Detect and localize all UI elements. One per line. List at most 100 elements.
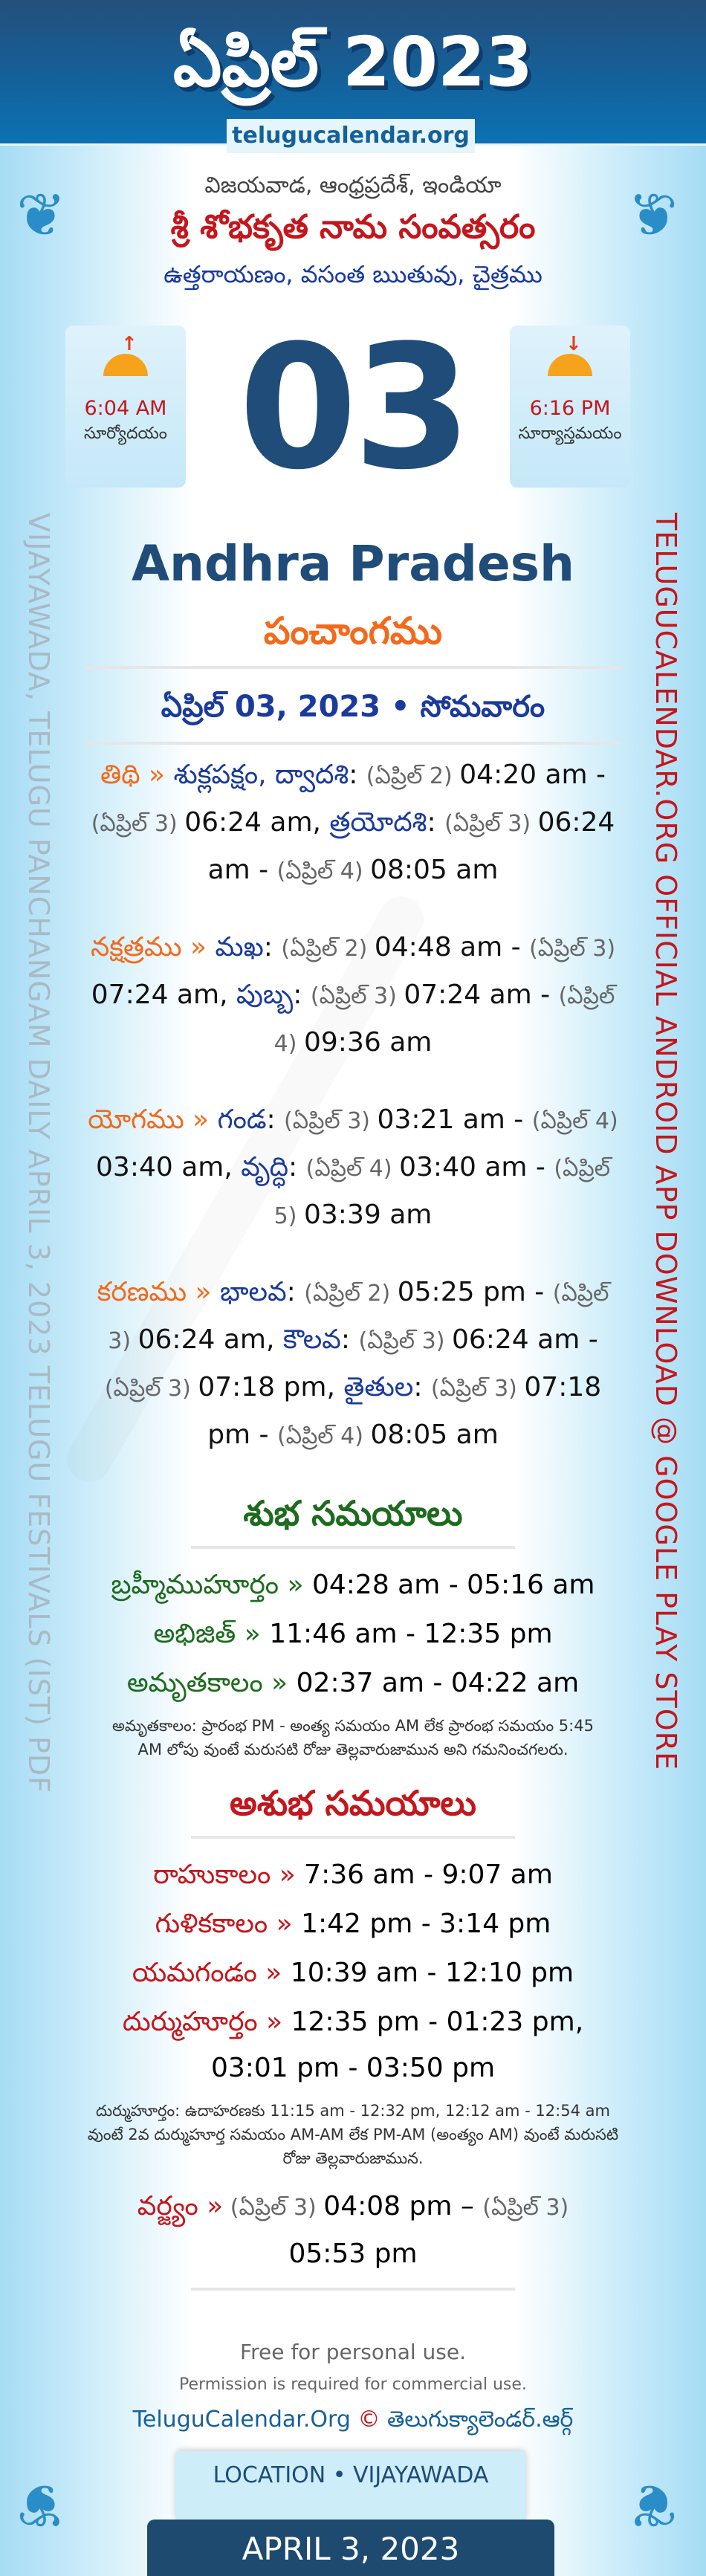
entry-time: : [288, 1152, 306, 1182]
entry-label: కరణము » [97, 1277, 220, 1307]
year-name: శ్రీ శోభకృత నామ సంవత్సరం [170, 208, 536, 246]
entry-time: : [266, 1104, 285, 1135]
date-line: ఏప్రిల్ 03, 2023 • సోమవారం [161, 690, 545, 724]
entry-date: (ఏప్రిల్ 3) [358, 1328, 452, 1354]
entry-time: : [263, 932, 282, 962]
divider [191, 2288, 515, 2291]
entry-name: మఖ [215, 932, 264, 962]
row-value: 04:08 pm – [323, 2191, 483, 2221]
entry-time: 03:21 am - [377, 1104, 532, 1135]
entry-time: 08:05 am [370, 1420, 499, 1450]
entry-time: 05:25 pm - [397, 1277, 553, 1307]
entry-date: (ఏప్రిల్ 2) [281, 936, 375, 962]
entry-name: భాలవ [219, 1277, 287, 1307]
entry-time: 08:05 am [370, 855, 499, 885]
shubha-row: అభిజిత్ » 11:46 am - 12:35 pm [85, 1611, 621, 1657]
row-label: వర్జ్యం » [137, 2191, 224, 2221]
entry-date: (ఏప్రిల్ 2) [304, 1281, 398, 1307]
entry-name: తైతుల [343, 1372, 414, 1402]
panchangam-heading: పంచాంగము [263, 609, 443, 653]
sunset-icon: ↓ [538, 333, 602, 384]
durmuhurtham-note: దుర్ముహూర్తం: ఉదాహరణకు 11:15 am - 12:32 … [87, 2102, 619, 2167]
row-label: రాహుకాలం » [153, 1860, 296, 1890]
row-value: 10:39 am - 12:10 pm [282, 1958, 574, 1988]
entry-date: (ఏప్రిల్ 3) [284, 1108, 378, 1134]
entry-name: గండ [217, 1104, 267, 1135]
day-number: 03 [238, 309, 472, 508]
sunset-time: 6:16 PM [529, 397, 611, 420]
entry-date: (ఏప్రిల్ 3) [91, 811, 185, 837]
sunrise-icon: ↑ [94, 333, 158, 384]
entry-name: త్రయోదశి [329, 807, 427, 838]
footer: Free for personal use. Permission is req… [85, 2337, 621, 2439]
ashubha-row: గుళికకాలం » 1:42 pm - 3:14 pm [85, 1901, 621, 1947]
row-label: అమృతకాలం » [126, 1668, 288, 1698]
ashubha-row: దుర్ముహూర్తం » 12:35 pm - 01:23 pm, 03:0… [108, 1999, 598, 2091]
copyright-line: TeluguCalendar.Org © తెలుగుక్యాలెండర్.ఆర… [85, 2403, 621, 2436]
brand-en-link[interactable]: TeluguCalendar.Org [132, 2407, 351, 2433]
entry-label: యోగము » [88, 1104, 218, 1135]
entry-date: (ఏప్రిల్ 3) [104, 1376, 198, 1402]
entry-time: 04:20 am - [459, 760, 606, 790]
entry-time: 07:18 pm, [198, 1372, 344, 1402]
entry-time: 07:18 pm - [207, 1372, 602, 1450]
row-value: 7:36 am - 9:07 am [295, 1860, 553, 1890]
row-label: గుళికకాలం » [155, 1909, 293, 1939]
copyright-icon: © [357, 2407, 380, 2433]
row-label: దుర్ముహూర్తం » [122, 2007, 283, 2037]
entry-time: 03:40 am - [399, 1152, 554, 1182]
row-label: యమగండం » [132, 1958, 282, 1988]
entry-label: తిథి » [100, 760, 174, 790]
entry-time: 06:24 am, [184, 807, 330, 838]
entry-time: 03:39 am [304, 1200, 433, 1230]
sunrise-label: సూర్యోదయం [84, 424, 167, 443]
entry-name: శుక్లపక్షం, ద్వాదశి [173, 760, 349, 790]
free-note: Free for personal use. [240, 2340, 466, 2364]
entry-date: (ఏప్రిల్ 3) [444, 811, 538, 837]
entry-date: (ఏప్రిల్ 3) [310, 983, 404, 1009]
entry-time: : [413, 1372, 431, 1402]
sunrise-time: 6:04 AM [84, 397, 167, 420]
entry-date: (ఏప్రిల్ 2) [366, 763, 460, 789]
row-date: (ఏప్రిల్ 3) [223, 2195, 324, 2221]
entry-label: నక్షత్రము » [90, 932, 216, 962]
corner-ornament-icon: ❦ [16, 181, 67, 250]
entry-time: 07:24 am - [404, 980, 559, 1010]
brand-te-link[interactable]: తెలుగుక్యాలెండర్.ఆర్గ్ [386, 2407, 574, 2433]
corner-ornament-icon: ❦ [628, 2470, 679, 2540]
entry-time: : [427, 807, 445, 838]
entry-name: కౌలవ [282, 1324, 341, 1355]
entry-time: 06:24 am - [451, 1324, 598, 1355]
divider [191, 1546, 515, 1549]
row-value: 1:42 pm - 3:14 pm [292, 1909, 551, 1939]
row-value: 02:37 am - 04:22 am [288, 1668, 580, 1698]
entry-date: (ఏప్రిల్ 4) [276, 1423, 371, 1449]
entry-name: పుబ్బ [236, 980, 294, 1010]
ashubha-row: యమగండం » 10:39 am - 12:10 pm [85, 1950, 621, 1996]
site-link[interactable]: telugucalendar.org [227, 119, 475, 153]
entry-date: (ఏప్రిల్ 4) [273, 983, 615, 1057]
entry-time: : [286, 1277, 305, 1307]
entry-date: (ఏప్రిల్ 5) [273, 1156, 610, 1229]
row-value: 05:53 pm [288, 2239, 418, 2269]
season: ఉత్తరాయణం, వసంత ఋతువు, చైత్రము [163, 260, 543, 288]
shubha-row: బ్రహ్మీముహూర్తం » 04:28 am - 05:16 am [85, 1562, 621, 1608]
entry-date: (ఏప్రిల్ 4) [531, 1108, 618, 1134]
karanam-entry: కరణము » భాలవ: (ఏప్రిల్ 2) 05:25 pm - (ఏప… [85, 1269, 621, 1460]
ashubha-heading: అశుభ సమయాలు [230, 1783, 476, 1823]
entry-time: 06:24 am - [207, 807, 615, 885]
entry-time: 03:40 am, [96, 1152, 242, 1182]
state-name: Andhra Pradesh [131, 535, 575, 592]
entry-date: (ఏప్రిల్ 3) [529, 936, 616, 962]
entry-date: (ఏప్రిల్ 4) [276, 858, 371, 884]
place: విజయవాడ, ఆంధ్రప్రదేశ్, ఇండియా [204, 172, 502, 198]
entry-time: : [349, 760, 366, 790]
divider [191, 1836, 515, 1839]
row-value: 11:46 am - 12:35 pm [260, 1619, 553, 1649]
divider [85, 666, 621, 669]
entry-time: 07:24 am, [91, 980, 236, 1010]
row-label: అభిజిత్ » [153, 1619, 261, 1649]
month-title: ఏప్రిల్ 2023 [172, 22, 534, 102]
sunrise-box: ↑ 6:04 AM సూర్యోదయం [65, 326, 186, 488]
